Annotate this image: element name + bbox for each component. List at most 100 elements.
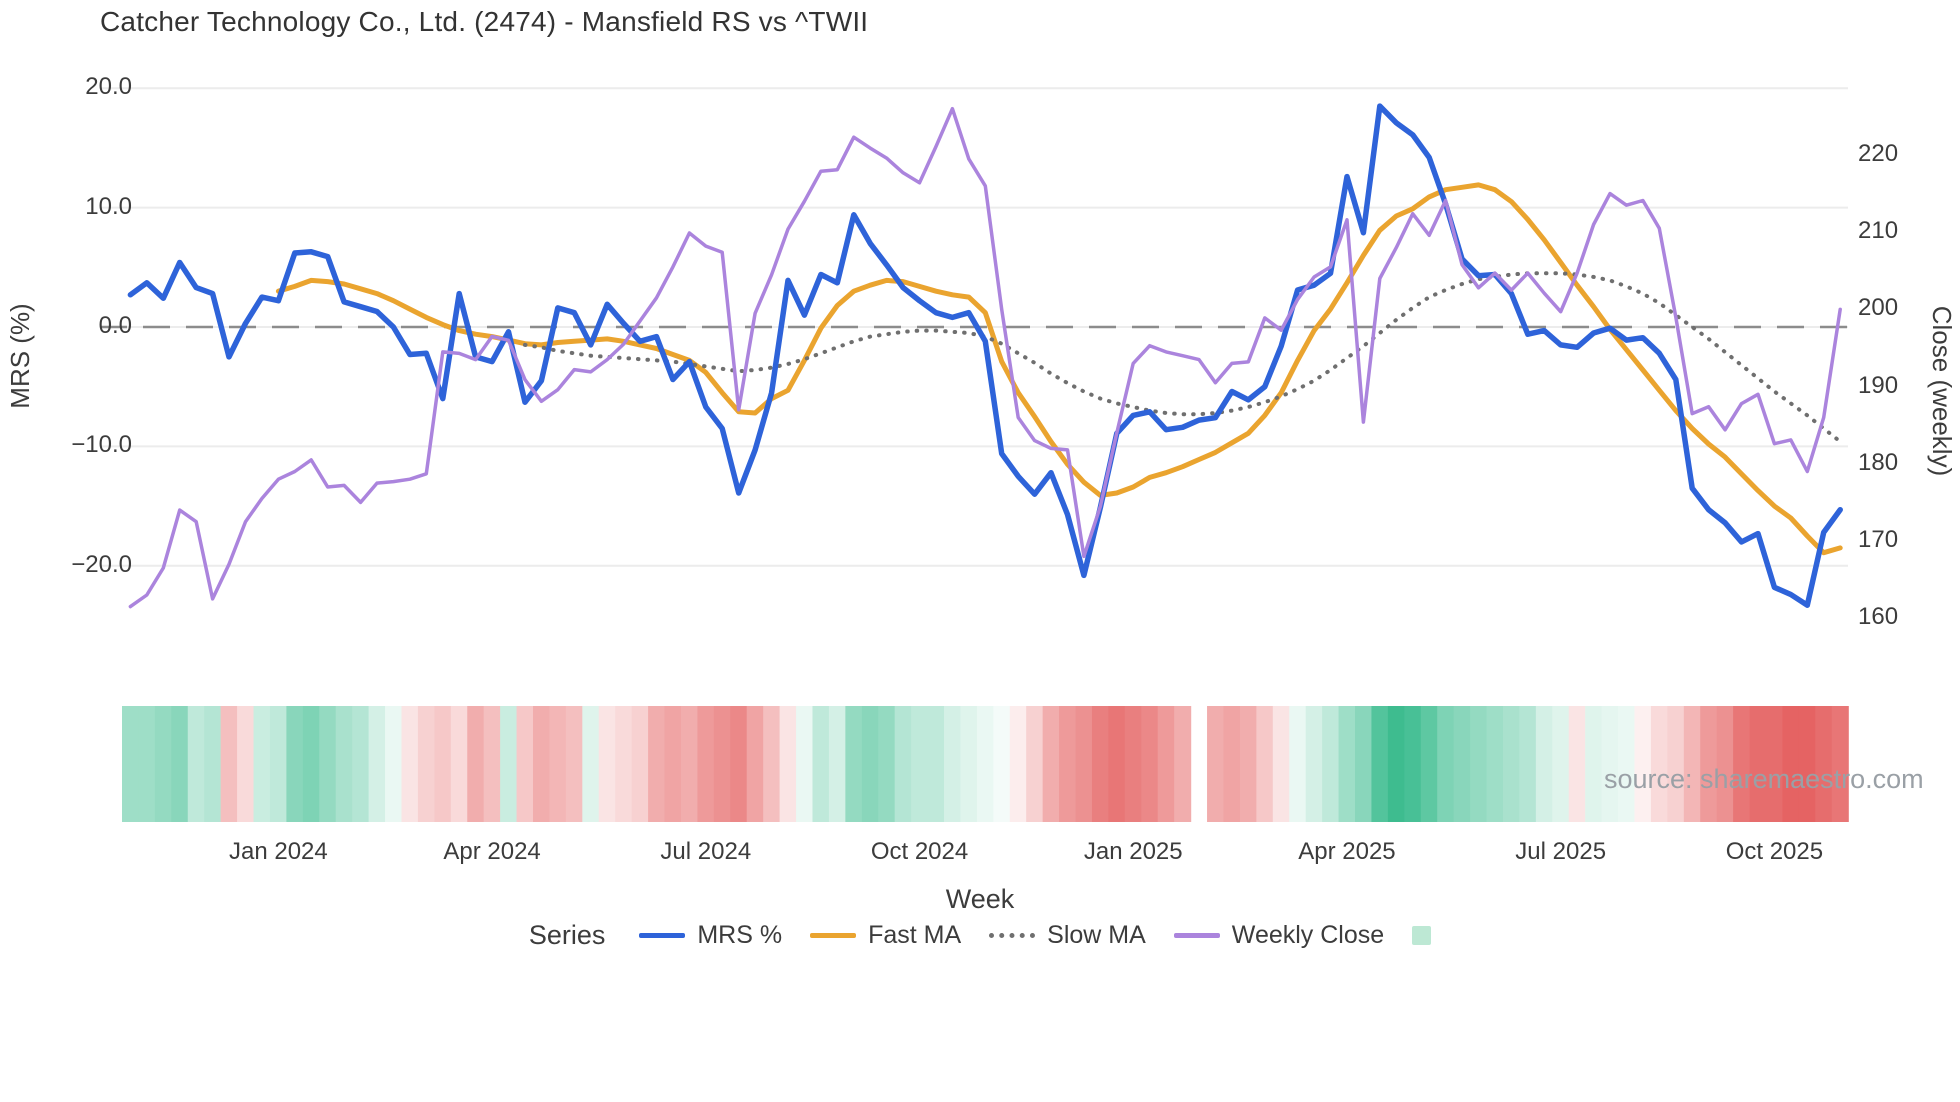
- heatmap-cell: [1338, 706, 1356, 822]
- heatmap-cell: [598, 706, 616, 822]
- heatmap-cell: [237, 706, 255, 822]
- heatmap-cell: [1124, 706, 1142, 822]
- heatmap-cell: [1239, 706, 1257, 822]
- y-axis-right-tick-label: 170: [1858, 525, 1899, 553]
- y-axis-left-tick-label: 20.0: [85, 73, 132, 101]
- heatmap-cell: [171, 706, 189, 822]
- heatmap-cell: [368, 706, 386, 822]
- slow-ma-dotted-swatch-icon: [989, 933, 1036, 938]
- heatmap-cell: [1470, 706, 1488, 822]
- heatmap-cell: [1650, 706, 1668, 822]
- heatmap-cell: [1355, 706, 1373, 822]
- heatmap-cell: [1831, 706, 1849, 822]
- heatmap-cell: [450, 706, 468, 822]
- heatmap-cell: [1009, 706, 1027, 822]
- heatmap-cell: [1601, 706, 1619, 822]
- x-axis-tick-label: Apr 2024: [443, 838, 541, 865]
- y-axis-right-tick-label: 190: [1858, 371, 1899, 399]
- legend-item-fast-ma[interactable]: Fast MA: [810, 921, 961, 950]
- y-axis-right-tick-label: 210: [1858, 217, 1899, 245]
- heatmap-cell: [1815, 706, 1833, 822]
- heatmap-cell: [549, 706, 567, 822]
- y-axis-left-title: MRS (%): [5, 303, 35, 409]
- heatmap-cell: [960, 706, 978, 822]
- heatmap-cell: [1272, 706, 1290, 822]
- x-axis-tick-label: Oct 2025: [1725, 838, 1824, 865]
- series-line-weekly-close: [128, 106, 1842, 609]
- heatmap-cell: [993, 706, 1011, 822]
- heatmap-cell: [385, 706, 403, 822]
- heatmap-cell: [1716, 706, 1734, 822]
- heatmap-cell: [976, 706, 994, 822]
- heatmap-cell: [533, 706, 551, 822]
- heatmap-cell: [1420, 706, 1438, 822]
- heatmap-cell: [319, 706, 337, 822]
- heatmap-cell: [253, 706, 271, 822]
- heatmap-cell: [1108, 706, 1126, 822]
- heatmap-cell: [1552, 706, 1570, 822]
- heatmap-cell: [1535, 706, 1553, 822]
- heatmap-cell: [1585, 706, 1603, 822]
- legend-item-weekly-close[interactable]: Weekly Close: [1173, 921, 1384, 950]
- legend: Series MRS % Fast MA Slow MA Weekly Close: [0, 920, 1960, 951]
- heatmap-cell: [1075, 706, 1093, 822]
- heatmap-cell: [335, 706, 353, 822]
- x-axis-tick-label: Jul 2024: [660, 838, 752, 865]
- heatmap-cell: [582, 706, 600, 822]
- heatmap-cell: [845, 706, 863, 822]
- legend-item-label: Slow MA: [1047, 921, 1146, 949]
- legend-item-slow-ma[interactable]: Slow MA: [989, 921, 1146, 950]
- page-title: Catcher Technology Co., Ltd. (2474) - Ma…: [100, 6, 869, 37]
- heatmap-cell: [944, 706, 962, 822]
- heatmap-cell: [1305, 706, 1323, 822]
- x-axis-tick-label: Jan 2024: [228, 838, 328, 865]
- heatmap-cell: [1404, 706, 1422, 822]
- x-axis-tick-label: Jan 2025: [1083, 838, 1183, 865]
- legend-item-label: Fast MA: [868, 921, 962, 949]
- heatmap-cell: [1667, 706, 1685, 822]
- heatmap-cell: [220, 706, 238, 822]
- series-line-mrs-pct: [127, 103, 1843, 608]
- heatmap-cell: [664, 706, 682, 822]
- heatmap-cell: [1749, 706, 1767, 822]
- heatmap-cell: [1733, 706, 1751, 822]
- y-axis-left-tick-label: −20.0: [71, 550, 132, 578]
- heatmap-cell: [1157, 706, 1175, 822]
- y-axis-left-tick-label: 0.0: [98, 312, 132, 339]
- heatmap-cell: [122, 706, 140, 822]
- mrs-pct-line-swatch-icon: [639, 933, 686, 938]
- heatmap-cell: [1782, 706, 1800, 822]
- heatmap-cell: [746, 706, 764, 822]
- heatmap-cell: [1519, 706, 1537, 822]
- y-axis-left-tick-label: −10.0: [71, 431, 132, 459]
- y-axis-right-tick-label: 200: [1858, 294, 1899, 322]
- heatmap-cell: [269, 706, 287, 822]
- heatmap-cell: [1766, 706, 1784, 822]
- heatmap-cell: [1207, 706, 1225, 822]
- legend-item-mrs-pct[interactable]: MRS %: [639, 921, 782, 950]
- heatmap-cell: [1091, 706, 1109, 822]
- heatmap-cell: [434, 706, 452, 822]
- x-axis-tick-label: Apr 2025: [1298, 838, 1396, 865]
- heatmap-cell: [467, 706, 485, 822]
- series-line-slow-ma: [523, 271, 1843, 444]
- y-axis-right-title: Close (weekly): [1927, 305, 1957, 477]
- series-line-fast-ma: [275, 182, 1843, 556]
- heatmap-cell: [401, 706, 419, 822]
- fast-ma-line-swatch-icon: [810, 933, 857, 938]
- legend-item-heatmap-swatch[interactable]: [1412, 926, 1432, 945]
- heatmap-cell: [631, 706, 649, 822]
- heatmap-cell: [796, 706, 814, 822]
- heatmap-cell: [1256, 706, 1274, 822]
- legend-item-label: MRS %: [697, 921, 783, 949]
- heatmap-cell: [138, 706, 156, 822]
- heatmap-cell: [697, 706, 715, 822]
- y-axis-left-tick-label: 10.0: [85, 192, 132, 220]
- heatmap-cell: [1798, 706, 1816, 822]
- heatmap-cell: [1387, 706, 1405, 822]
- y-axis-right-tick-label: 180: [1858, 448, 1899, 476]
- heatmap-cell: [779, 706, 797, 822]
- heatmap-swatch-square-swatch-icon: [1412, 926, 1432, 945]
- heatmap-cell: [565, 706, 583, 822]
